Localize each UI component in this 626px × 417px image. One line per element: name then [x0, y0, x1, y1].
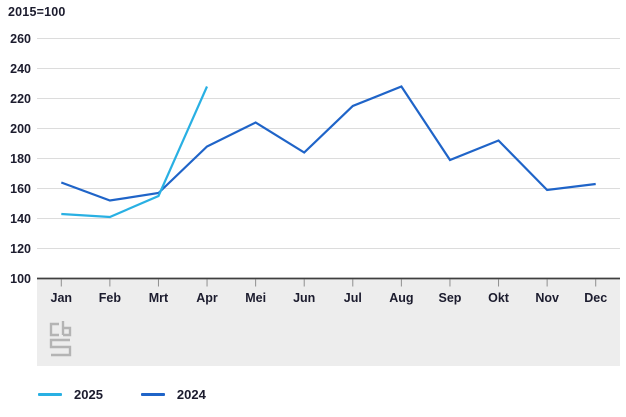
- x-axis-label: Okt: [488, 291, 510, 305]
- x-axis-label: Sep: [438, 291, 461, 305]
- legend-swatch-2025: [38, 393, 62, 396]
- x-axis-label: Aug: [389, 291, 413, 305]
- cbs-logo-icon: [49, 321, 72, 357]
- y-axis-label: 260: [10, 32, 31, 46]
- cbs-logo-b: [61, 321, 72, 337]
- x-axis-band: [37, 279, 620, 366]
- legend-item-2025: 2025: [38, 387, 103, 402]
- legend-swatch-2024: [140, 393, 165, 396]
- y-axis-label: 220: [10, 92, 31, 106]
- y-axis-label: 240: [10, 62, 31, 76]
- x-axis-label: Feb: [99, 291, 122, 305]
- x-axis-label: Dec: [584, 291, 607, 305]
- x-axis-label: Jan: [51, 291, 73, 305]
- y-axis-label: 120: [10, 242, 31, 256]
- legend-label-2024: 2024: [176, 387, 206, 402]
- legend-item-2024: 2024: [140, 387, 206, 402]
- x-axis-label: Jul: [344, 291, 362, 305]
- y-axis-label: 180: [10, 152, 31, 166]
- x-axis-label: Nov: [535, 291, 559, 305]
- series-line-2025: [61, 86, 209, 219]
- chart-legend: 2025 2024: [38, 387, 206, 402]
- series-line-2024: [60, 85, 596, 202]
- chart-title: 2015=100: [8, 5, 66, 19]
- x-axis-label: Jun: [293, 291, 315, 305]
- y-axis-label: 200: [10, 122, 31, 136]
- legend-label-2025: 2025: [74, 387, 103, 402]
- x-axis-label: Apr: [196, 291, 218, 305]
- y-axis-label: 160: [10, 182, 31, 196]
- cbs-logo-c: [49, 322, 59, 337]
- y-axis-label: 100: [10, 272, 31, 286]
- y-axis-label: 140: [10, 212, 31, 226]
- cbs-logo-s: [49, 338, 72, 357]
- x-axis-label: Mei: [245, 291, 266, 305]
- x-axis-label: Mrt: [149, 291, 169, 305]
